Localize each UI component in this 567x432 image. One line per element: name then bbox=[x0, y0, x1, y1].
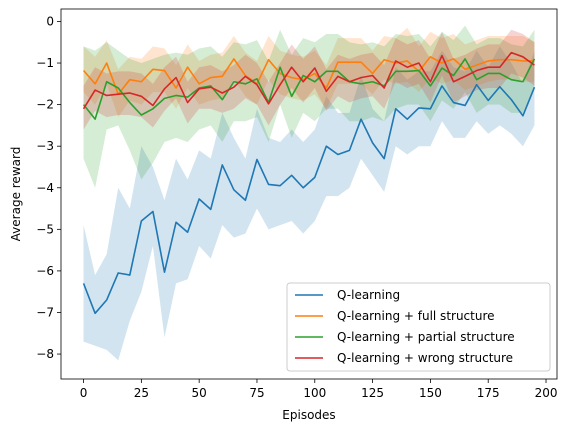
x-tick-label: 150 bbox=[419, 386, 442, 400]
legend-entry: Q-learning bbox=[337, 288, 400, 302]
plot-frame bbox=[60, 8, 558, 380]
y-tick-label: −4 bbox=[36, 181, 54, 195]
x-tick-label: 25 bbox=[134, 386, 149, 400]
y-axis-ticks: 0 −1 −2 −3 −4 −5 −6 −7 −8 bbox=[36, 14, 61, 361]
x-tick-label: 0 bbox=[80, 386, 88, 400]
legend-box bbox=[286, 282, 551, 372]
x-tick-label: 175 bbox=[477, 386, 500, 400]
line-series-0 bbox=[82, 83, 536, 315]
line-series-3 bbox=[82, 51, 535, 110]
y-tick-label: −7 bbox=[36, 305, 54, 319]
band-series-2 bbox=[83, 25, 535, 188]
confidence-bands bbox=[83, 25, 535, 361]
y-tick-label: −3 bbox=[36, 139, 54, 153]
line-series-1 bbox=[82, 56, 535, 96]
x-tick-label: 75 bbox=[249, 386, 264, 400]
legend: Q-learning Q-learning + full structure Q-l… bbox=[286, 282, 551, 372]
y-tick-label: −8 bbox=[36, 347, 54, 361]
x-axis-ticks: 0 25 50 75 100 125 150 175 200 bbox=[80, 379, 558, 400]
x-tick-label: 125 bbox=[361, 386, 384, 400]
band-series-1 bbox=[83, 27, 535, 118]
band-series-0 bbox=[83, 46, 535, 361]
y-tick-label: 0 bbox=[46, 14, 54, 28]
legend-entry: Q-learning + full structure bbox=[337, 309, 495, 323]
y-tick-label: −2 bbox=[36, 98, 54, 112]
y-tick-label: −5 bbox=[36, 222, 54, 236]
x-tick-label: 100 bbox=[303, 386, 326, 400]
line-series-2 bbox=[82, 58, 536, 120]
legend-entry: Q-learning + wrong structure bbox=[337, 351, 513, 365]
y-tick-label: −6 bbox=[36, 264, 54, 278]
x-axis-label: Episodes bbox=[282, 408, 335, 422]
band-series-3 bbox=[83, 29, 535, 130]
y-tick-label: −1 bbox=[36, 56, 54, 70]
y-axis-label: Average reward bbox=[9, 147, 23, 242]
x-tick-label: 200 bbox=[535, 386, 558, 400]
legend-entry: Q-learning + partial structure bbox=[337, 330, 515, 344]
series-lines bbox=[82, 51, 536, 315]
x-tick-label: 50 bbox=[192, 386, 207, 400]
